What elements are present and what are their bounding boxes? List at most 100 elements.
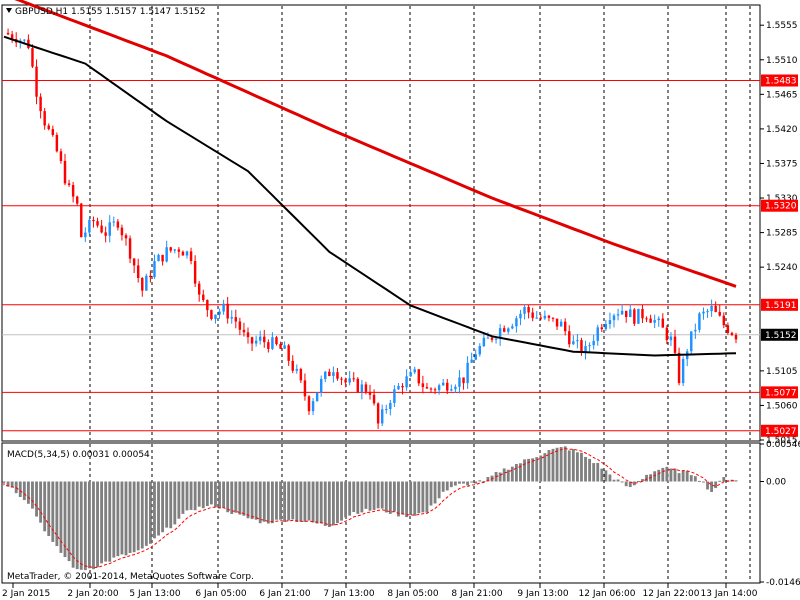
macd-histogram-bar xyxy=(18,481,22,498)
macd-histogram-bar xyxy=(722,477,726,482)
macd-histogram-bar xyxy=(157,481,160,536)
macd-histogram-bar xyxy=(340,481,343,521)
fast-moving-average-line xyxy=(3,35,737,357)
macd-histogram-bar xyxy=(185,481,189,511)
candle-body xyxy=(271,337,274,349)
candle-body xyxy=(100,225,103,233)
macd-histogram-bar xyxy=(632,481,636,486)
chart-menu-triangle-icon[interactable] xyxy=(6,8,12,13)
candle-body xyxy=(559,321,563,327)
y-tick-label: 1.5465 xyxy=(766,90,798,100)
x-tick-label: 5 Jan 13:00 xyxy=(129,589,181,599)
candle-body xyxy=(539,317,543,319)
candle-body xyxy=(250,337,254,344)
candle-body xyxy=(523,307,526,314)
y-tick-label: 1.5105 xyxy=(766,367,798,377)
macd-histogram-bar xyxy=(201,481,205,509)
candle-body xyxy=(450,389,453,391)
x-tick-label: 12 Jan 22:00 xyxy=(643,589,700,599)
candle-body xyxy=(303,380,307,397)
macd-tick-label: 0.00546 xyxy=(766,440,800,450)
candle-body xyxy=(88,219,91,233)
candle-body xyxy=(730,332,734,335)
macd-histogram-bar xyxy=(653,471,657,482)
candle-body xyxy=(470,359,473,363)
macd-histogram-bar xyxy=(275,481,278,520)
price-level-lines xyxy=(2,80,760,432)
candle-body xyxy=(222,303,225,312)
price-level-label-box xyxy=(761,386,798,399)
candle-body xyxy=(136,265,140,279)
macd-histogram-bar xyxy=(380,481,384,509)
y-tick-label: 1.5555 xyxy=(766,21,798,31)
macd-histogram-bar xyxy=(55,481,59,547)
macd-histogram-bar xyxy=(693,476,697,482)
macd-histogram-bar xyxy=(575,452,579,482)
candle-body xyxy=(295,369,299,371)
macd-histogram-bar xyxy=(539,455,543,482)
candle-body xyxy=(401,385,404,388)
candle-body xyxy=(35,66,38,97)
macd-histogram-bar xyxy=(527,458,531,482)
macd-histogram-bar xyxy=(397,481,400,517)
macd-histogram-bar xyxy=(437,481,441,499)
candle-body xyxy=(433,389,437,391)
macd-histogram-bar xyxy=(567,450,571,482)
macd-histogram-bar xyxy=(425,481,429,513)
macd-axis: 0.00546 0.00 -0.01463 xyxy=(760,440,800,588)
macd-histogram-bar xyxy=(413,481,417,516)
candle-body xyxy=(226,303,229,319)
macd-histogram-bar xyxy=(714,481,718,489)
macd-tick-label: 0.00 xyxy=(766,478,786,488)
candle-body xyxy=(364,384,368,392)
candle-body xyxy=(43,111,46,126)
candle-body xyxy=(665,327,669,341)
y-tick-label: 1.5240 xyxy=(766,263,798,273)
macd-histogram-bar xyxy=(486,477,490,482)
x-tick-label: 8 Jan 21:00 xyxy=(451,589,503,599)
candle-body xyxy=(531,312,534,318)
x-tick-label: 9 Jan 13:00 xyxy=(517,589,569,599)
macd-histogram-bar xyxy=(535,457,539,482)
macd-histogram-bar xyxy=(519,463,522,482)
macd-histogram-bar xyxy=(470,481,474,483)
macd-histogram-bar xyxy=(734,480,738,482)
candle-body xyxy=(307,396,311,412)
candle-body xyxy=(608,320,612,325)
x-tick-label: 7 Jan 13:00 xyxy=(323,589,375,599)
macd-histogram-bar xyxy=(364,481,368,509)
macd-histogram-bar xyxy=(242,481,246,516)
macd-histogram-bar xyxy=(311,481,315,523)
candle-body xyxy=(71,185,75,197)
macd-histogram-bar xyxy=(177,481,181,519)
macd-histogram-bar xyxy=(266,481,270,524)
slow-moving-average-line xyxy=(14,0,737,288)
price-level-label-box xyxy=(761,199,798,212)
candle-body xyxy=(344,379,347,383)
candle-body xyxy=(694,329,697,332)
candle-body xyxy=(649,318,652,323)
candle-body xyxy=(356,378,360,392)
y-tick-label: 1.5375 xyxy=(766,159,798,169)
candle-body xyxy=(576,340,579,342)
macd-histogram-bar xyxy=(462,481,465,484)
candle-body xyxy=(543,315,547,319)
candle-body xyxy=(332,372,335,376)
macd-histogram-bar xyxy=(616,479,620,482)
candle-body xyxy=(263,336,266,343)
macd-histogram-bar xyxy=(108,481,112,562)
time-axis: 2 Jan 2015 2 Jan 20:00 5 Jan 13:00 6 Jan 05… xyxy=(2,583,758,599)
macd-histogram-bar xyxy=(230,481,234,514)
macd-histogram-bar xyxy=(661,467,665,482)
macd-histogram-bar xyxy=(641,479,644,482)
candle-body xyxy=(584,346,587,353)
candle-body xyxy=(385,408,388,410)
candle-body xyxy=(657,318,660,321)
candle-body xyxy=(193,261,197,284)
candle-body xyxy=(588,345,591,347)
price-level-label: 1.5320 xyxy=(765,202,797,212)
candle-body xyxy=(206,300,209,311)
candle-body xyxy=(454,386,457,390)
candle-body xyxy=(315,392,319,402)
candle-body xyxy=(551,317,555,319)
